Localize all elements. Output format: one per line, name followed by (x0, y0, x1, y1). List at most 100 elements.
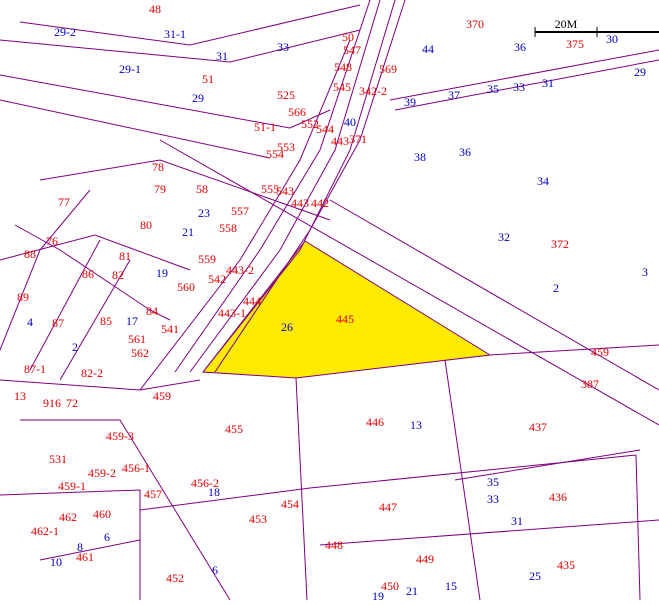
parcel-number: 6 (104, 530, 110, 544)
parcel-number: 436 (549, 490, 567, 504)
parcel-number: 58 (196, 182, 208, 196)
parcel-number: 4 (27, 315, 33, 329)
parcel-number: 459-3 (106, 429, 134, 443)
parcel-number: 541 (161, 322, 179, 336)
parcel-number: 34 (537, 174, 549, 188)
parcel-number: 387 (581, 377, 599, 391)
parcel-number: 2 (553, 281, 559, 295)
parcel-number: 33 (513, 80, 525, 94)
parcel-number: 29 (634, 65, 646, 79)
parcel-number: 916 (43, 396, 61, 410)
parcel-number: 18 (208, 485, 220, 499)
parcel-number: 452 (166, 571, 184, 585)
parcel-number: 443 (331, 134, 349, 148)
parcel-number: 80 (140, 218, 152, 232)
parcel-number: 86 (82, 267, 94, 281)
parcel-number: 455 (225, 422, 243, 436)
parcel-number: 31 (542, 76, 554, 90)
parcel-number: 559 (198, 252, 216, 266)
parcel-number: 459-2 (88, 466, 116, 480)
parcel-number: 13 (410, 418, 422, 432)
parcel-number: 457 (144, 487, 162, 501)
parcel-number: 558 (219, 221, 237, 235)
parcel-number: 36 (514, 40, 526, 54)
parcel-number: 2 (72, 340, 78, 354)
parcel-number: 462-1 (31, 524, 59, 538)
parcel-number: 87-1 (24, 362, 46, 376)
parcel-number: 370 (466, 17, 484, 31)
parcel-number: 35 (487, 82, 499, 96)
parcel-number: 548 (334, 60, 352, 74)
parcel-number: 19 (156, 266, 168, 280)
parcel-number: 29-1 (119, 62, 141, 76)
parcel-number: 72 (66, 396, 78, 410)
parcel-number: 31 (216, 49, 228, 63)
parcel-number: 443-2 (226, 263, 254, 277)
parcel-number: 77 (58, 195, 70, 209)
parcel-number: 437 (529, 420, 547, 434)
parcel-number: 32 (498, 230, 510, 244)
parcel-number: 51 (202, 72, 214, 86)
parcel-number: 79 (154, 182, 166, 196)
parcel-number: 89 (17, 290, 29, 304)
parcel-number: 443 (291, 196, 309, 210)
parcel-number: 371 (349, 132, 367, 146)
parcel-number: 35 (487, 475, 499, 489)
parcel-number: 82 (112, 268, 124, 282)
parcel-number: 29-2 (54, 25, 76, 39)
parcel-number: 447 (379, 500, 397, 514)
parcel-number: 545 (333, 80, 351, 94)
cadastral-map: 20M 483703755054754856951545342-25255665… (0, 0, 659, 605)
parcel-number: 29 (192, 91, 204, 105)
parcel-number: 21 (406, 584, 418, 598)
parcel-number: 40 (344, 115, 356, 129)
parcel-number: 561 (128, 332, 146, 346)
parcel-number: 557 (231, 204, 249, 218)
parcel-number: 459 (591, 345, 609, 359)
parcel-number: 554 (266, 147, 284, 161)
parcel-number: 76 (46, 234, 58, 248)
parcel-number: 21 (182, 225, 194, 239)
parcel-number: 443-1 (218, 306, 246, 320)
parcel-number: 48 (149, 2, 161, 16)
parcel-number: 31-1 (164, 27, 186, 41)
parcel-number: 33 (277, 40, 289, 54)
parcel-number: 435 (557, 558, 575, 572)
parcel-number: 23 (198, 206, 210, 220)
parcel-number: 445 (336, 312, 354, 326)
parcel-number: 342-2 (359, 84, 387, 98)
parcel-number: 459-1 (58, 479, 86, 493)
parcel-number: 10 (50, 555, 62, 569)
parcel-number: 15 (445, 579, 457, 593)
parcel-number: 36 (459, 145, 471, 159)
parcel-number: 375 (566, 37, 584, 51)
parcel-number: 39 (404, 95, 416, 109)
scale-label: 20M (555, 17, 578, 31)
parcel-number: 31 (511, 514, 523, 528)
parcel-number: 569 (379, 62, 397, 76)
parcel-number: 531 (49, 452, 67, 466)
parcel-number: 81 (119, 249, 131, 263)
parcel-number: 542 (208, 272, 226, 286)
parcel-number: 44 (422, 42, 434, 56)
parcel-number: 25 (529, 569, 541, 583)
parcel-number: 26 (281, 320, 293, 334)
parcel-number: 525 (277, 88, 295, 102)
parcel-number: 30 (606, 32, 618, 46)
parcel-number: 448 (325, 538, 343, 552)
parcel-number: 37 (448, 88, 460, 102)
parcel-number: 88 (24, 247, 36, 261)
parcel-number: 38 (414, 150, 426, 164)
parcel-number: 547 (343, 43, 361, 57)
parcel-number: 85 (100, 314, 112, 328)
parcel-number: 78 (152, 160, 164, 174)
parcel-number: 372 (551, 237, 569, 251)
parcel-number: 442 (311, 196, 329, 210)
parcel-number: 462 (59, 510, 77, 524)
parcel-number: 82-2 (81, 366, 103, 380)
parcel-number: 446 (366, 415, 384, 429)
parcel-number: 454 (281, 497, 299, 511)
parcel-number: 456-1 (122, 461, 150, 475)
parcel-number: 84 (146, 304, 158, 318)
parcel-number: 459 (153, 389, 171, 403)
